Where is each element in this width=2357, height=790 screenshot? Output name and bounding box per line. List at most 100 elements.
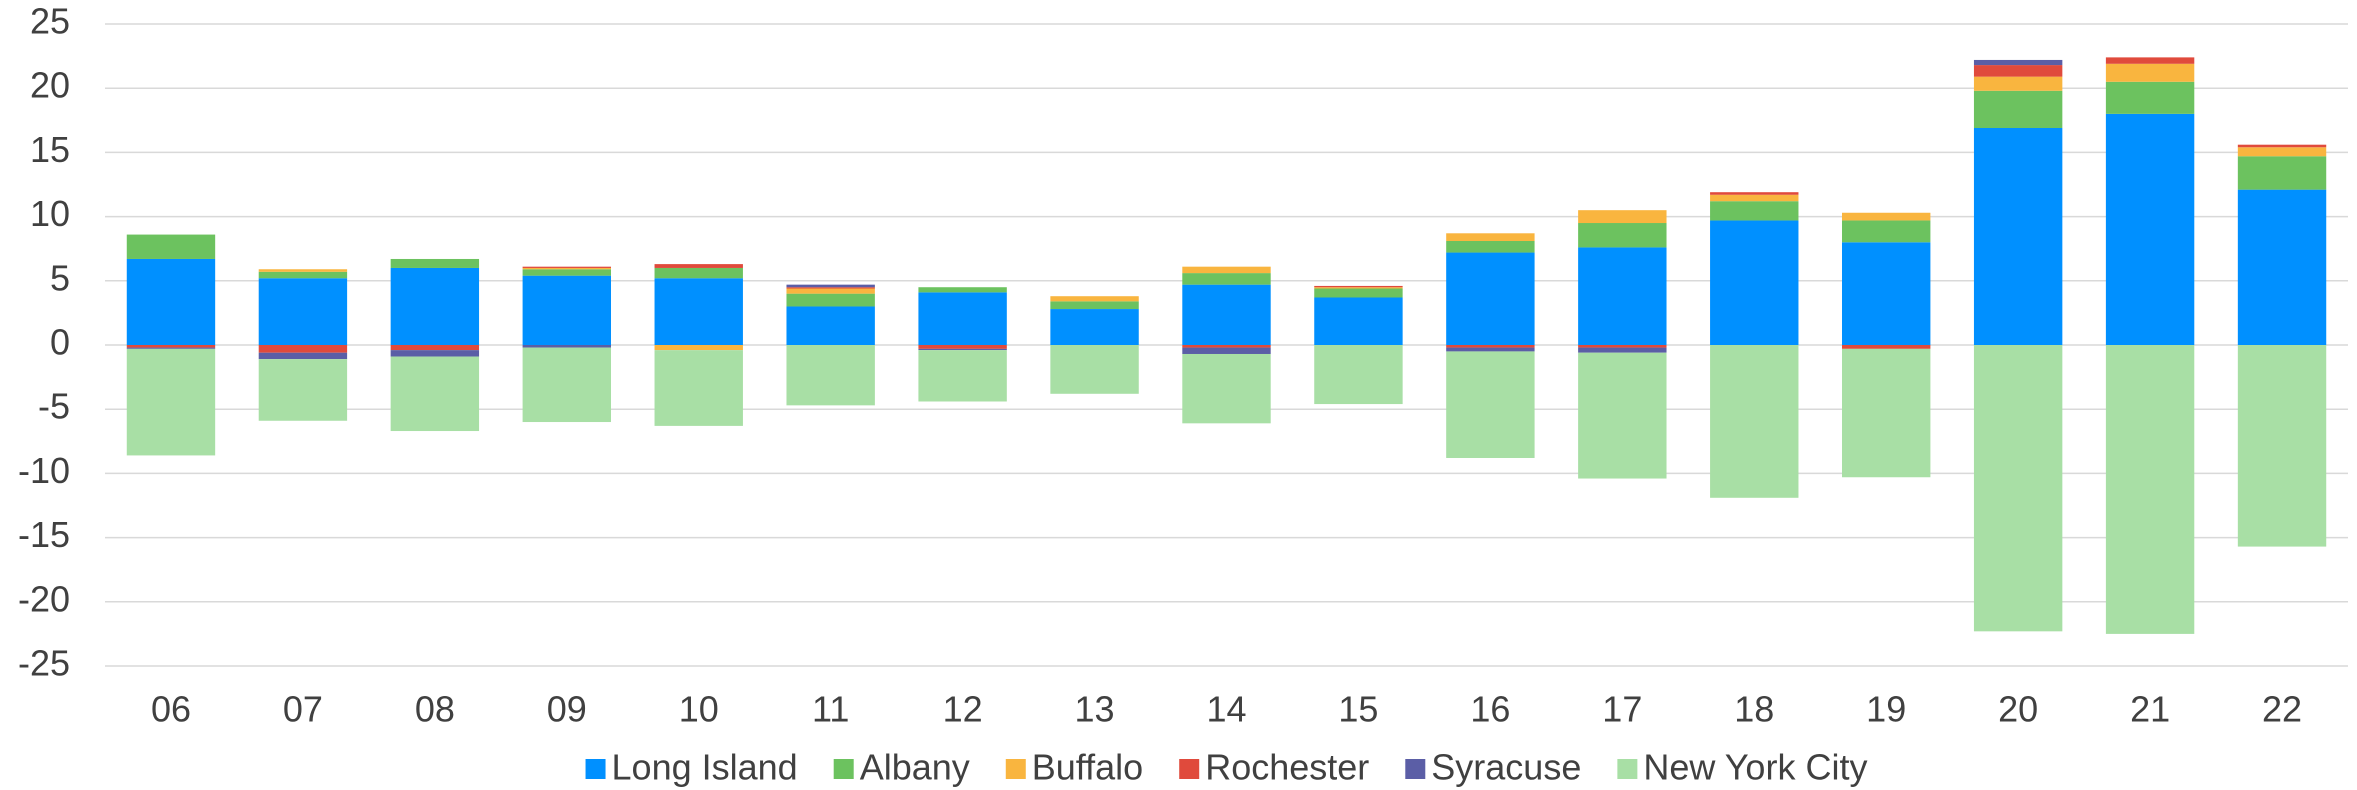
bar-segment — [522, 275, 611, 345]
legend-swatch — [1617, 759, 1638, 779]
bar-segment — [390, 267, 480, 345]
bar-segment — [1973, 59, 2063, 66]
bar-segment — [2237, 147, 2327, 157]
bar-segment — [654, 264, 743, 268]
bar-segment — [1182, 347, 1271, 354]
bar-segment — [1578, 347, 1667, 353]
bar-segment — [126, 347, 216, 349]
bar-segment — [1446, 347, 1535, 352]
legend-swatch — [1179, 759, 1200, 779]
bar-segment — [1710, 220, 1799, 345]
bar-segment — [522, 266, 611, 268]
x-tick-label: 15 — [1338, 689, 1378, 730]
bar-segment — [1710, 192, 1799, 195]
bar-segment — [654, 350, 743, 426]
bar-segment — [1314, 287, 1403, 289]
bar-segment — [1842, 220, 1931, 243]
bar-segment — [1710, 194, 1799, 202]
legend-label: New York City — [1643, 747, 1867, 788]
bar-segment — [2105, 113, 2195, 345]
bar-segment — [126, 234, 216, 259]
bar-segment — [1182, 284, 1271, 345]
y-tick-label: 0 — [50, 322, 70, 363]
bar-segment — [786, 306, 875, 345]
bar-segment — [1578, 345, 1667, 348]
bar-segment — [654, 278, 743, 345]
bar-segment — [2105, 63, 2195, 82]
bar-segment — [1314, 288, 1403, 298]
y-tick-label: 5 — [50, 257, 70, 298]
x-tick-label: 07 — [283, 689, 323, 730]
x-tick-label: 06 — [151, 689, 191, 730]
bar-segment — [1842, 345, 1931, 349]
y-tick-label: 25 — [30, 1, 70, 42]
x-tick-label: 08 — [415, 689, 455, 730]
bar-segment — [258, 352, 348, 360]
bar-segment — [126, 258, 216, 345]
x-tick-label: 12 — [943, 689, 983, 730]
bar-segment — [1973, 128, 2063, 345]
bar-segment — [786, 287, 875, 289]
bar-segment — [1578, 223, 1667, 248]
bar-segment — [1842, 242, 1931, 345]
y-tick-label: 15 — [30, 129, 70, 170]
bar-segment — [786, 345, 875, 406]
bar-segment — [1446, 240, 1535, 253]
bar-segment — [918, 292, 1007, 345]
x-tick-label: 18 — [1734, 689, 1774, 730]
bar-segment — [2237, 156, 2327, 190]
x-tick-label: 10 — [679, 689, 719, 730]
x-tick-label: 14 — [1206, 689, 1246, 730]
bar-segment — [1050, 345, 1139, 394]
bar-segment — [1182, 273, 1271, 285]
bar-segment — [918, 350, 1007, 402]
bar-segment — [786, 293, 875, 307]
bar-segment — [522, 347, 611, 423]
bar-segment — [126, 345, 216, 348]
x-tick-label: 22 — [2262, 689, 2302, 730]
x-tick-label: 19 — [1866, 689, 1906, 730]
legend-label: Buffalo — [1032, 747, 1143, 788]
bar-segment — [2237, 189, 2327, 345]
bar-segment — [1710, 201, 1799, 221]
bar-segment — [1050, 309, 1139, 345]
legend-label: Rochester — [1205, 747, 1369, 788]
bar-segment — [1446, 252, 1535, 345]
bar-segment — [390, 350, 480, 357]
legend-swatch — [1005, 759, 1026, 779]
y-tick-label: -5 — [38, 386, 70, 427]
bar-segment — [522, 345, 611, 348]
bar-segment — [2105, 81, 2195, 114]
bar-segment — [1050, 296, 1139, 302]
bar-segment — [1182, 345, 1271, 348]
bar-segment — [654, 267, 743, 279]
bar-segment — [1182, 353, 1271, 424]
x-tick-label: 17 — [1602, 689, 1642, 730]
legend-swatch — [1405, 759, 1426, 779]
bar-segment — [1710, 345, 1799, 498]
y-tick-label: -15 — [18, 514, 70, 555]
bar-segment — [2105, 57, 2195, 64]
legend-label: Albany — [860, 747, 970, 788]
bar-segment — [786, 284, 875, 288]
bar-segment — [1314, 345, 1403, 405]
bar-segment — [258, 278, 348, 345]
bar-segment — [522, 269, 611, 276]
bar-segment — [258, 359, 348, 421]
legend-label: Long Island — [612, 747, 798, 788]
bar-segment — [1578, 247, 1667, 345]
bar-segment — [1578, 352, 1667, 479]
bar-segment — [2237, 345, 2327, 547]
y-tick-label: 10 — [30, 193, 70, 234]
legend-label: Syracuse — [1431, 747, 1581, 788]
bar-segment — [654, 345, 743, 351]
x-tick-label: 16 — [1470, 689, 1510, 730]
bar-segment — [1842, 348, 1931, 478]
bar-segment — [390, 258, 480, 268]
bar-segment — [258, 271, 348, 279]
bar-segment — [1050, 301, 1139, 310]
bar-segment — [390, 356, 480, 432]
bar-segment — [1182, 266, 1271, 274]
bar-segment — [1446, 233, 1535, 241]
